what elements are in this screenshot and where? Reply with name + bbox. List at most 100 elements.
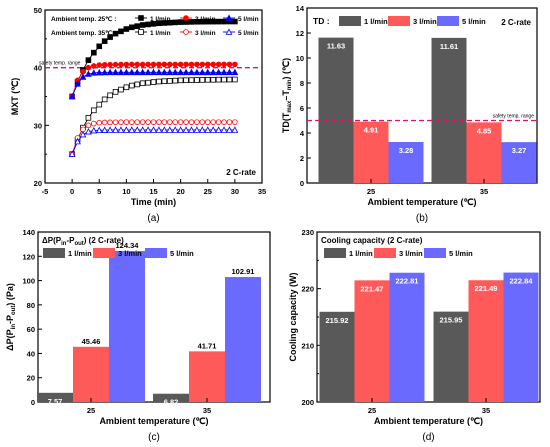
data-point: [210, 119, 216, 125]
x-tick-label: 25: [204, 187, 212, 196]
data-point: [150, 21, 157, 27]
bar: [433, 311, 469, 402]
y-tick-label: 220: [301, 285, 314, 294]
data-point: [134, 61, 141, 68]
data-point: [101, 126, 109, 133]
legend-label: 3 l/min: [195, 16, 216, 23]
data-point: [232, 119, 238, 125]
series-line: [71, 79, 235, 155]
y-axis-label: TD(Tmax–Tmin) (℃): [281, 58, 293, 133]
data-label: 11.61: [440, 42, 458, 51]
y-tick-label: 20: [27, 374, 35, 383]
data-point: [183, 119, 189, 125]
x-tick-label: 5: [97, 187, 101, 196]
data-point: [226, 76, 233, 83]
data-point: [199, 61, 206, 68]
data-point: [177, 19, 184, 25]
data-point: [183, 61, 189, 68]
data-point: [138, 15, 144, 21]
data-point: [107, 92, 113, 99]
data-point: [95, 68, 103, 76]
series-35c-1-l-min: [69, 76, 238, 157]
legend-swatch: [339, 16, 361, 26]
panel-caption: (a): [147, 213, 159, 224]
data-point: [188, 19, 195, 25]
data-point: [96, 62, 103, 68]
data-point: [215, 68, 222, 76]
panel-caption: (b): [416, 213, 428, 224]
data-point: [156, 61, 162, 68]
y-axis-label-part: ) (Pa): [5, 283, 15, 306]
data-point: [123, 126, 130, 133]
data-point: [210, 18, 216, 25]
data-point: [101, 119, 108, 126]
x-tick-label: 25: [87, 406, 95, 415]
x-tick-label: 0: [70, 187, 74, 196]
data-point: [172, 77, 179, 84]
data-point: [91, 49, 97, 56]
data-point: [226, 68, 233, 76]
y-tick-label: 0: [31, 398, 35, 407]
legend-label: 1 l/min: [150, 30, 171, 37]
bar: [466, 122, 502, 183]
data-point: [215, 126, 222, 133]
data-point: [134, 119, 141, 125]
data-point: [123, 26, 130, 32]
legend-label: 5 l/min: [170, 249, 194, 258]
data-point: [95, 126, 103, 134]
y-axis-label-part: –T: [281, 90, 291, 101]
data-point: [188, 68, 195, 76]
data-point: [144, 68, 152, 76]
data-point: [101, 68, 109, 76]
data-point: [90, 69, 98, 76]
data-point: [85, 122, 92, 129]
data-point: [128, 68, 136, 76]
data-point: [221, 119, 227, 125]
data-point: [183, 15, 189, 21]
data-point: [199, 18, 206, 25]
data-point: [139, 119, 146, 125]
data-point: [220, 126, 228, 133]
y-axis-label-part: max: [287, 100, 293, 113]
legend-label: 1 l/min: [150, 16, 171, 23]
data-point: [182, 68, 190, 76]
data-point: [225, 28, 233, 35]
legend-swatch: [424, 248, 446, 258]
y-tick-label: 6: [300, 104, 304, 113]
bar: [503, 272, 539, 402]
data-point: [204, 18, 211, 25]
data-label: 45.46: [82, 337, 101, 346]
chart-title-part: out: [74, 241, 83, 247]
legend-group-label: Ambient temp. 25℃ :: [51, 15, 116, 23]
bar: [73, 346, 109, 402]
data-point: [155, 126, 163, 133]
data-point: [144, 126, 152, 133]
legend-swatch: [93, 248, 115, 258]
data-point: [226, 61, 233, 68]
x-tick-label: 30: [231, 187, 239, 196]
data-point: [112, 30, 119, 37]
data-point: [160, 68, 168, 76]
bar: [37, 392, 73, 402]
chart-title: ΔP(Pin-Pout) (2 C-rate): [42, 236, 124, 247]
data-point: [118, 86, 124, 93]
data-point: [96, 119, 103, 126]
data-point: [91, 63, 97, 69]
bar: [354, 280, 390, 402]
data-point: [118, 28, 124, 35]
data-point: [129, 119, 135, 125]
data-point: [85, 128, 92, 135]
data-point: [156, 119, 162, 125]
data-point: [68, 92, 76, 100]
x-tick-label: 25: [367, 187, 375, 196]
data-point: [183, 77, 189, 84]
data-point: [161, 61, 168, 68]
data-point: [139, 80, 146, 87]
legend-swatch: [437, 16, 459, 26]
x-tick-label: -5: [42, 187, 49, 196]
legend-title: TD :: [313, 16, 330, 26]
data-point: [172, 119, 179, 125]
data-point: [199, 77, 206, 83]
x-tick-label: 15: [149, 187, 157, 196]
legend-label: 5 l/min: [462, 17, 486, 26]
